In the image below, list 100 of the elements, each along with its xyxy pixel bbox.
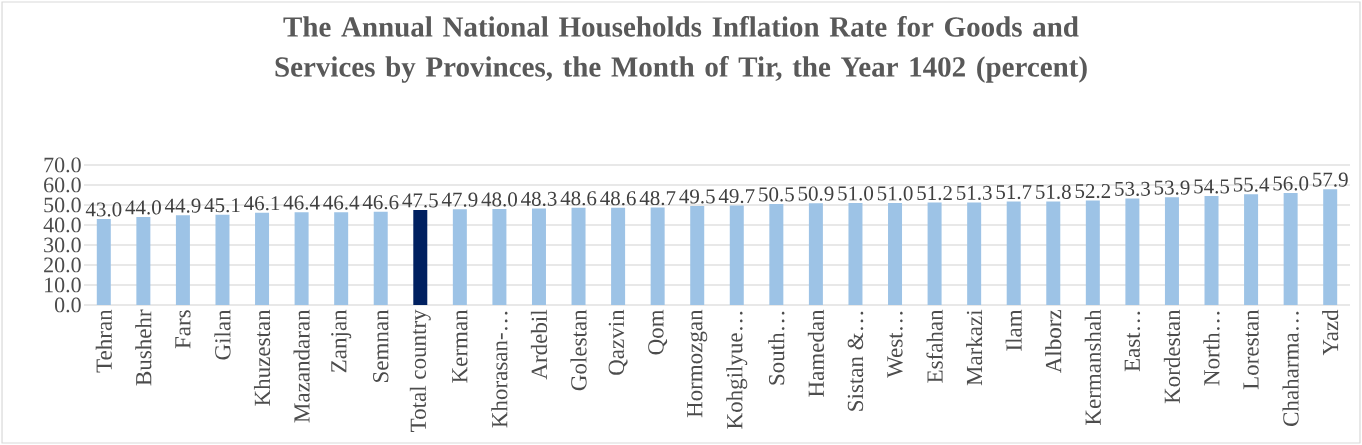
data-label: 46.6 <box>362 195 399 210</box>
x-tick-label: Hamedan <box>807 309 824 397</box>
bar <box>888 202 903 305</box>
bar <box>334 212 349 305</box>
data-label: 56.0 <box>1273 176 1309 191</box>
x-tick-label: Mazandaran <box>293 309 310 423</box>
data-label: 53.3 <box>1115 181 1150 196</box>
bar <box>373 211 388 305</box>
data-label: 44.9 <box>164 198 201 213</box>
bar <box>650 207 665 305</box>
bar <box>1244 194 1259 305</box>
bar <box>927 202 942 305</box>
x-tick-label: Hormozgan <box>687 309 708 418</box>
y-tick-label: 50.0 <box>44 197 81 213</box>
x-tick-label: Yazd <box>1322 309 1339 356</box>
data-label: 50.9 <box>798 186 834 201</box>
y-tick-label: 30.0 <box>44 237 81 253</box>
x-tick-label: Kordestan <box>1163 309 1181 404</box>
data-label: 45.1 <box>204 198 240 213</box>
data-label: 48.3 <box>521 191 557 206</box>
bar <box>848 202 863 305</box>
data-label: 51.8 <box>1036 184 1071 199</box>
bar <box>136 216 151 305</box>
data-label: 51.0 <box>838 186 874 201</box>
x-tick-label: Esfahan <box>926 309 943 383</box>
bar <box>255 212 270 305</box>
y-tick-label: 60.0 <box>44 177 81 193</box>
x-tick-label: Khuzestan <box>253 309 271 406</box>
bar <box>808 203 823 305</box>
x-tick-label: Tehran <box>95 309 112 373</box>
x-tick-label: South… <box>768 311 785 385</box>
x-tick-label: Bushehr <box>135 309 152 386</box>
data-label: 51.3 <box>957 185 992 200</box>
y-tick-label: 70.0 <box>44 157 81 173</box>
data-label: 49.7 <box>718 188 755 204</box>
bar <box>769 203 784 305</box>
bar <box>175 215 190 305</box>
x-tick-label: East… <box>1124 311 1141 372</box>
bar <box>1204 195 1219 305</box>
bar <box>452 209 467 305</box>
data-label: 48.7 <box>639 190 676 206</box>
bar <box>413 209 428 305</box>
x-tick-label: West… <box>887 311 903 378</box>
bar <box>611 207 626 305</box>
x-tick-label: Alborz <box>1045 310 1062 374</box>
bar <box>294 212 309 305</box>
data-label: 47.5 <box>402 193 438 208</box>
bar <box>967 202 982 305</box>
x-tick-label: Ardebil <box>530 309 548 380</box>
data-label: 43.0 <box>85 202 122 217</box>
x-tick-label: Qazvin <box>608 309 628 375</box>
bar <box>1164 197 1179 305</box>
bar <box>531 208 546 305</box>
x-tick-label: Total country <box>409 309 431 432</box>
x-tick-label: Zanjan <box>331 309 352 373</box>
data-label: 44.0 <box>125 200 161 215</box>
data-label: 51.0 <box>877 186 913 201</box>
x-tick-label: Qom <box>648 309 668 355</box>
data-label: 55.4 <box>1233 177 1270 192</box>
data-label: 49.5 <box>679 189 715 204</box>
data-label: 48.6 <box>600 191 636 206</box>
x-tick-label: Lorestan <box>1243 309 1259 390</box>
data-label: 51.7 <box>996 185 1032 200</box>
data-label: 47.9 <box>441 192 478 207</box>
data-label: 46.4 <box>283 195 320 210</box>
x-tick-label: Kermanshah <box>1084 309 1101 425</box>
bar <box>492 208 507 305</box>
x-tick-label: Fars <box>175 310 191 349</box>
data-label: 48.0 <box>481 192 517 207</box>
y-tick-label: 40.0 <box>43 217 81 233</box>
x-tick-label: Gilan <box>214 309 231 360</box>
y-tick-label: 10.0 <box>45 277 81 293</box>
x-tick-label: Markazi <box>966 309 983 386</box>
data-label: 50.5 <box>759 187 794 202</box>
x-tick-label: Ilam <box>1005 309 1022 351</box>
data-label: 52.2 <box>1075 183 1111 199</box>
data-label: 53.9 <box>1154 180 1190 195</box>
data-label: 46.1 <box>244 196 280 211</box>
x-tick-label: Chaharma… <box>1282 311 1299 426</box>
y-tick-label: 0.0 <box>54 297 81 313</box>
bar <box>1085 200 1100 305</box>
x-tick-label: Semnan <box>373 309 389 382</box>
bar <box>690 205 705 305</box>
data-label: 54.5 <box>1194 179 1230 194</box>
x-tick-label: Kohgilyue… <box>726 311 748 429</box>
data-label: 46.4 <box>323 195 360 210</box>
y-tick-label: 20.0 <box>44 257 81 273</box>
bar <box>1006 201 1021 305</box>
bar <box>1046 201 1061 305</box>
bar <box>1125 198 1140 305</box>
bar <box>1283 192 1298 305</box>
x-tick-label: North… <box>1203 311 1220 386</box>
chart-title: The Annual National Households Inflation Rate for Goods and Services by Provinces, the Month of Tir, the Year 1402 (percent) <box>275 16 1087 83</box>
x-tick-label: Khorasan-… <box>491 311 508 428</box>
bar <box>96 218 111 305</box>
x-tick-label: Sistan &… <box>847 311 864 411</box>
bar <box>729 205 744 305</box>
bar <box>215 214 230 305</box>
bar <box>571 207 586 305</box>
data-label: 48.6 <box>560 191 597 206</box>
